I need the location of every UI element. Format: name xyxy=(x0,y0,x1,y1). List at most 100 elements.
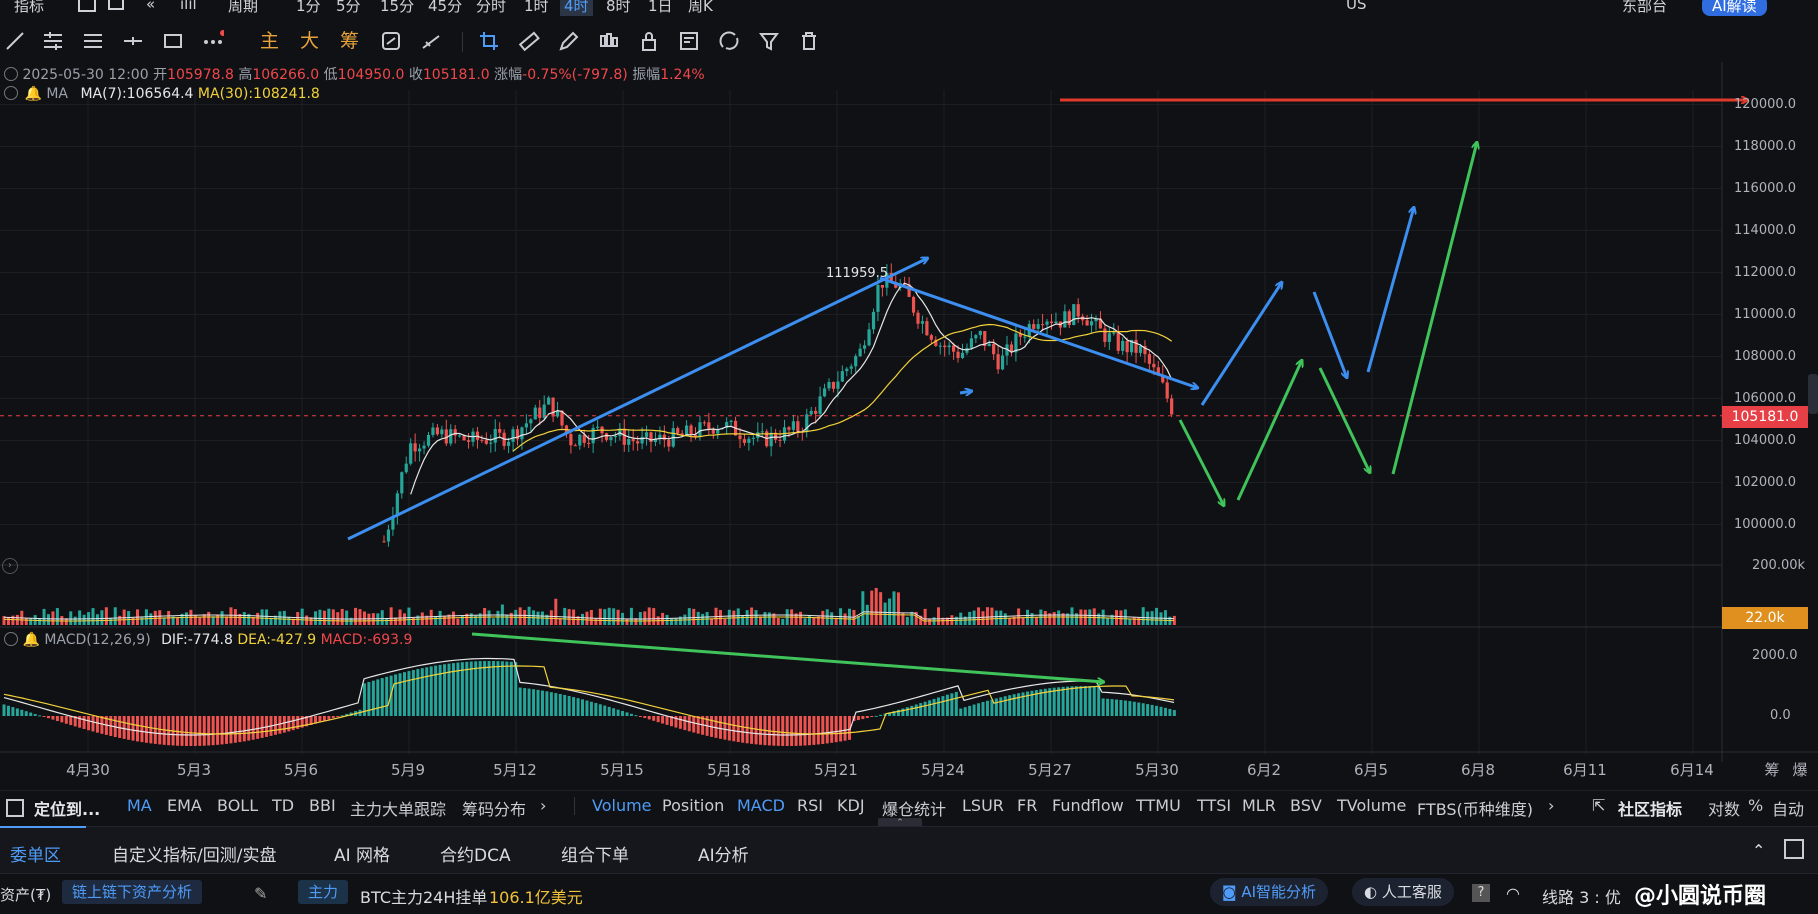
percent-toggle[interactable]: % xyxy=(1748,796,1764,815)
tab-orders[interactable]: 委单区 xyxy=(10,846,61,866)
filter-icon[interactable] xyxy=(756,28,782,54)
expand-panel-icon[interactable] xyxy=(1784,839,1804,859)
trash-icon[interactable] xyxy=(796,28,822,54)
period-5m[interactable]: 5分 xyxy=(336,0,361,15)
indicator-bbi[interactable]: BBI xyxy=(309,796,336,815)
indicator-td[interactable]: TD xyxy=(272,796,295,815)
rectangle-icon[interactable] xyxy=(160,28,186,54)
line-status[interactable]: 线路 3 : 优 xyxy=(1542,888,1621,907)
indicator-rsi[interactable]: RSI xyxy=(797,796,823,815)
tab-custom-indicators[interactable]: 自定义指标/回测/实盘 xyxy=(112,846,277,866)
ai-interpret-button[interactable]: AI解读 xyxy=(1702,0,1767,16)
window-icon[interactable] xyxy=(108,0,124,10)
period-1m[interactable]: 1分 xyxy=(296,0,321,15)
indicator-lsur[interactable]: LSUR xyxy=(962,796,1004,815)
menu-indicators[interactable]: 指标 xyxy=(14,0,45,15)
indicator-chips[interactable]: 筹码分布 xyxy=(462,800,527,819)
tab-ai-analysis[interactable]: AI分析 xyxy=(698,846,749,866)
indicator-fundflow[interactable]: Fundflow xyxy=(1052,796,1124,815)
chips-toggle[interactable]: 筹 xyxy=(1764,761,1780,779)
tab-ai-grid[interactable]: AI 网格 xyxy=(334,846,391,866)
liquidation-toggle[interactable]: 爆 xyxy=(1792,761,1808,779)
period-1h[interactable]: 1时 xyxy=(524,0,549,15)
parallel-channel-icon[interactable] xyxy=(40,28,66,54)
chain-analysis-button[interactable]: 链上链下资产分析 xyxy=(62,880,203,904)
bell-icon[interactable]: 🔔 xyxy=(24,86,42,102)
ma-label[interactable]: MA xyxy=(46,86,68,102)
indicator-ttsi[interactable]: TTSI xyxy=(1197,796,1232,815)
menu-period[interactable]: 周期 xyxy=(228,0,259,15)
note-icon[interactable] xyxy=(676,28,702,54)
region-label[interactable]: US xyxy=(1346,0,1367,13)
period-week[interactable]: 周K xyxy=(688,0,713,15)
rewind-icon[interactable]: « xyxy=(146,0,156,13)
pen-icon[interactable] xyxy=(556,28,582,54)
customer-service-button[interactable]: ◐ 人工客服 xyxy=(1352,878,1454,906)
community-indicators[interactable]: 社区指标 xyxy=(1618,800,1683,819)
collapse-icon[interactable] xyxy=(4,632,18,646)
ai-smart-analysis-button[interactable]: ◙ AI智能分析 xyxy=(1210,878,1329,906)
locate-icon[interactable] xyxy=(6,799,24,817)
cross-line-icon[interactable] xyxy=(120,28,146,54)
macd-label[interactable]: MACD(12,26,9) xyxy=(44,632,151,648)
chevron-right-icon[interactable]: › xyxy=(1548,796,1555,815)
indicator-mlr[interactable]: MLR xyxy=(1242,796,1276,815)
share-icon[interactable]: ⇱ xyxy=(1592,796,1606,815)
indicator-fr[interactable]: FR xyxy=(1017,796,1038,815)
tab-combo-order[interactable]: 组合下单 xyxy=(561,846,629,866)
locate-button[interactable]: 定位到... xyxy=(34,800,101,819)
indicator-position[interactable]: Position xyxy=(662,796,725,815)
log-scale-toggle[interactable]: 对数 xyxy=(1708,800,1741,819)
layout-icon[interactable] xyxy=(78,0,96,12)
crop-icon[interactable] xyxy=(476,28,502,54)
chart-area[interactable] xyxy=(0,62,1818,762)
volume-bar xyxy=(776,617,780,625)
lock-icon[interactable] xyxy=(636,28,662,54)
collapse-icon[interactable] xyxy=(4,86,18,100)
expand-icon[interactable]: › xyxy=(2,558,18,574)
indicator-tvolume[interactable]: TVolume xyxy=(1337,796,1407,815)
period-15m[interactable]: 15分 xyxy=(380,0,415,15)
indicator-big-order[interactable]: 主力大单跟踪 xyxy=(350,800,447,819)
indicator-ema[interactable]: EMA xyxy=(167,796,202,815)
edit-icon[interactable]: ✎ xyxy=(254,884,268,903)
chevron-up-icon[interactable]: ⌃ xyxy=(1752,841,1766,860)
indicator-liquidation[interactable]: 爆仓统计 xyxy=(882,800,947,819)
big-order-tool[interactable]: 大 xyxy=(300,30,320,52)
period-1d[interactable]: 1日 xyxy=(648,0,673,15)
candlestick-chart[interactable] xyxy=(0,62,1818,762)
indicator-ttmu[interactable]: TTMU xyxy=(1136,796,1181,815)
indicator-bsv[interactable]: BSV xyxy=(1290,796,1322,815)
candle-icon[interactable] xyxy=(596,28,622,54)
indicator-ftbs[interactable]: FTBS(币种维度) xyxy=(1417,800,1534,819)
macd-histogram-bar xyxy=(643,716,647,719)
help-icon[interactable]: ? xyxy=(1472,884,1490,902)
source-select[interactable]: 东部台 xyxy=(1622,0,1668,15)
trend-line-icon[interactable] xyxy=(2,28,28,54)
auto-toggle[interactable]: 自动 xyxy=(1772,800,1805,819)
magnet-icon[interactable] xyxy=(716,28,742,54)
indicator-kdj[interactable]: KDJ xyxy=(837,796,865,815)
ruler-icon[interactable] xyxy=(516,28,542,54)
collapse-icon[interactable] xyxy=(4,67,18,81)
tab-contract-dca[interactable]: 合约DCA xyxy=(440,846,511,866)
main-force-tool[interactable]: 主 xyxy=(260,30,280,52)
measure-icon[interactable] xyxy=(418,28,444,54)
indicator-volume[interactable]: Volume xyxy=(592,796,652,815)
chips-tool[interactable]: 筹 xyxy=(340,30,360,52)
period-45m[interactable]: 45分 xyxy=(428,0,463,15)
resize-handle[interactable]: ⌃ xyxy=(878,818,922,828)
side-panel-handle[interactable] xyxy=(1808,374,1818,414)
more-icon[interactable] xyxy=(200,28,226,54)
horizontal-lines-icon[interactable] xyxy=(80,28,106,54)
indicator-macd[interactable]: MACD xyxy=(737,796,785,815)
bell-icon[interactable]: 🔔 xyxy=(22,632,40,648)
period-timeshare[interactable]: 分时 xyxy=(476,0,507,15)
period-8h[interactable]: 8时 xyxy=(606,0,631,15)
chevron-right-icon[interactable]: › xyxy=(540,796,547,815)
bars-icon[interactable]: ılıl xyxy=(180,0,197,13)
period-4h[interactable]: 4时 xyxy=(560,0,593,16)
indicator-boll[interactable]: BOLL xyxy=(217,796,259,815)
indicator-ma[interactable]: MA xyxy=(127,796,152,815)
refresh-icon[interactable] xyxy=(378,28,404,54)
